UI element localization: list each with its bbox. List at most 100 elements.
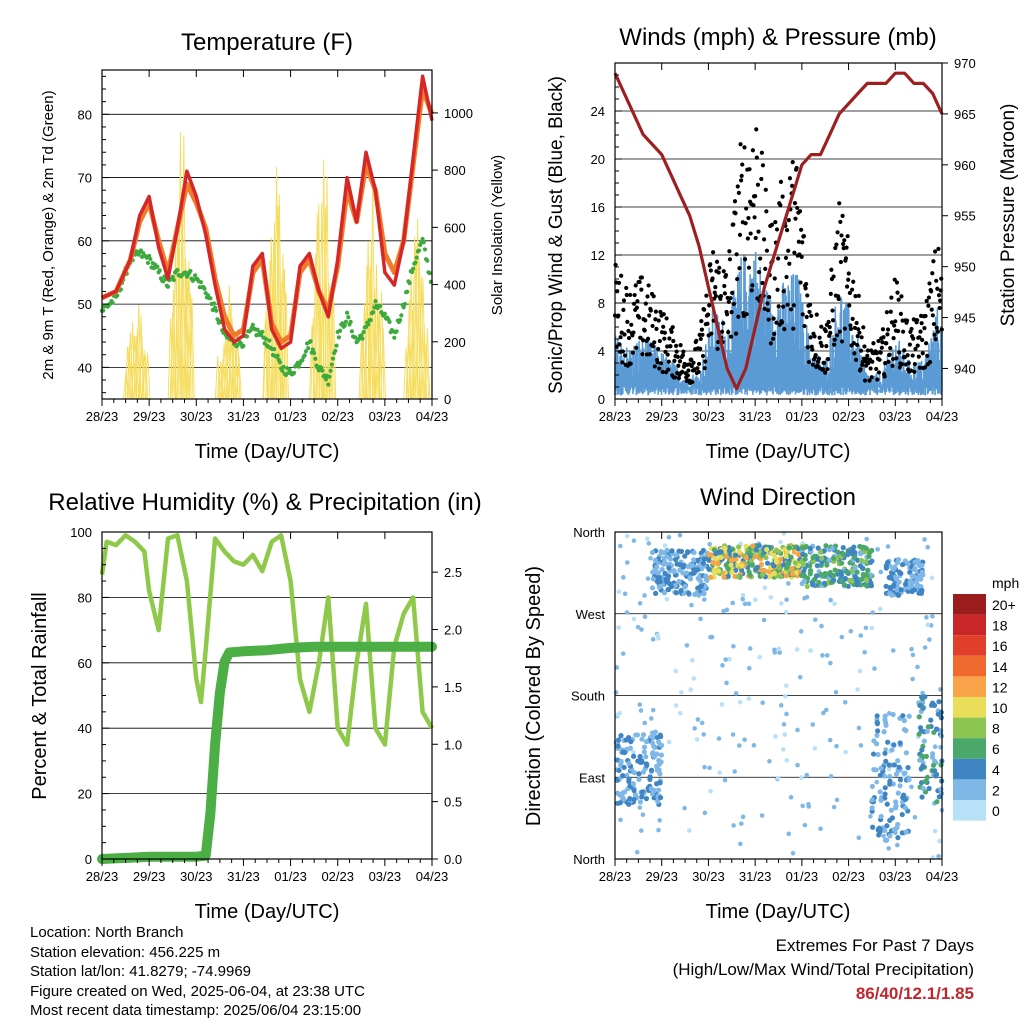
- gust-point: [802, 323, 807, 329]
- direction-point: [625, 533, 630, 539]
- direction-point: [914, 577, 920, 583]
- winds-ytick-right-label: 950: [954, 260, 976, 275]
- gust-point: [805, 293, 810, 298]
- dewpoint-point: [202, 286, 207, 291]
- solar-insolation-spike: [318, 203, 325, 400]
- direction-point: [886, 766, 892, 772]
- gust-point: [883, 361, 888, 366]
- direction-point: [874, 713, 880, 719]
- direction-point: [722, 545, 728, 551]
- direction-point: [672, 582, 678, 589]
- gust-point: [858, 367, 863, 372]
- winds-ytick-right-label: 960: [954, 158, 976, 173]
- gust-point: [889, 320, 895, 325]
- gust-point: [855, 334, 860, 339]
- winds-xtick-label: 30/23: [692, 409, 725, 424]
- winds-ytick-label: 20: [591, 152, 605, 167]
- gust-point: [816, 356, 822, 361]
- direction-point: [857, 668, 863, 674]
- gust-point: [787, 176, 792, 181]
- gust-point: [624, 285, 629, 291]
- direction-point: [686, 828, 692, 833]
- dewpoint-point: [326, 382, 331, 387]
- direction-point: [924, 615, 929, 620]
- gust-point: [885, 332, 890, 337]
- gust-point: [865, 353, 870, 358]
- direction-point: [936, 853, 941, 859]
- dewpoint-point: [329, 362, 334, 367]
- direction-point: [614, 665, 620, 670]
- gust-point: [884, 341, 889, 346]
- direction-point: [696, 592, 702, 598]
- solar-insolation-spike: [374, 298, 381, 400]
- direction-ylabel: Direction (Colored By Speed): [523, 566, 545, 826]
- gust-point: [869, 375, 874, 380]
- dewpoint-point: [267, 338, 272, 343]
- direction-point: [626, 760, 632, 766]
- direction-point: [906, 713, 912, 719]
- direction-point: [895, 835, 901, 841]
- gust-point: [853, 293, 858, 299]
- direction-point: [864, 558, 870, 565]
- gust-point: [626, 328, 631, 334]
- direction-point: [753, 547, 759, 553]
- legend-label: 4: [992, 762, 1000, 778]
- direction-point: [802, 822, 808, 828]
- gust-point: [829, 267, 834, 272]
- gust-point: [932, 249, 938, 254]
- gust-point: [804, 314, 809, 320]
- direction-point: [786, 831, 792, 837]
- direction-point: [639, 736, 645, 742]
- direction-point: [894, 560, 901, 566]
- gust-point: [773, 220, 778, 225]
- direction-point: [903, 750, 909, 756]
- direction-point: [682, 805, 687, 811]
- dewpoint-point: [310, 347, 316, 352]
- gust-point: [616, 313, 621, 318]
- gust-point: [756, 270, 762, 275]
- gust-point: [635, 299, 640, 304]
- solar-insolation-spike: [360, 329, 366, 400]
- direction-point: [624, 772, 630, 778]
- direction-point: [882, 795, 888, 801]
- gust-point: [916, 354, 921, 359]
- gust-point: [880, 327, 886, 332]
- temperature-title: Temperature (F): [181, 29, 353, 56]
- humidity-ytick-label: 20: [78, 787, 92, 802]
- direction-point: [718, 554, 724, 560]
- direction-point: [931, 729, 937, 736]
- gust-point: [758, 256, 763, 261]
- gust-point: [898, 311, 903, 316]
- direction-point: [720, 663, 725, 668]
- gust-point: [830, 318, 836, 323]
- dewpoint-point: [115, 293, 120, 298]
- location-text: Location: North Branch: [30, 924, 184, 941]
- humidity-xlabel: Time (Day/UTC): [195, 901, 340, 923]
- direction-point: [885, 544, 891, 549]
- direction-point: [702, 810, 708, 816]
- legend-label: 6: [992, 741, 1000, 757]
- direction-point: [631, 616, 637, 622]
- direction-point: [650, 707, 656, 713]
- direction-point: [620, 651, 626, 656]
- direction-point: [893, 799, 899, 805]
- gust-point: [733, 331, 739, 336]
- direction-point: [799, 545, 806, 551]
- direction-point: [882, 785, 888, 791]
- gust-point: [650, 323, 655, 329]
- direction-point: [639, 789, 645, 795]
- solar-insolation-spike: [133, 335, 139, 400]
- humidity-panel: Relative Humidity (%) & Precipitation (i…: [29, 489, 482, 923]
- direction-point: [778, 574, 784, 580]
- dewpoint-point: [171, 277, 176, 283]
- direction-point: [676, 578, 682, 585]
- gust-point: [842, 326, 847, 331]
- gust-point: [700, 353, 706, 359]
- gust-point: [923, 313, 928, 319]
- direction-point: [888, 575, 894, 581]
- gust-point: [670, 325, 675, 330]
- direction-point: [871, 738, 877, 744]
- winds-title: Winds (mph) & Pressure (mb): [619, 24, 936, 51]
- direction-point: [906, 584, 912, 591]
- elevation-text: Station elevation: 456.225 m: [30, 943, 221, 961]
